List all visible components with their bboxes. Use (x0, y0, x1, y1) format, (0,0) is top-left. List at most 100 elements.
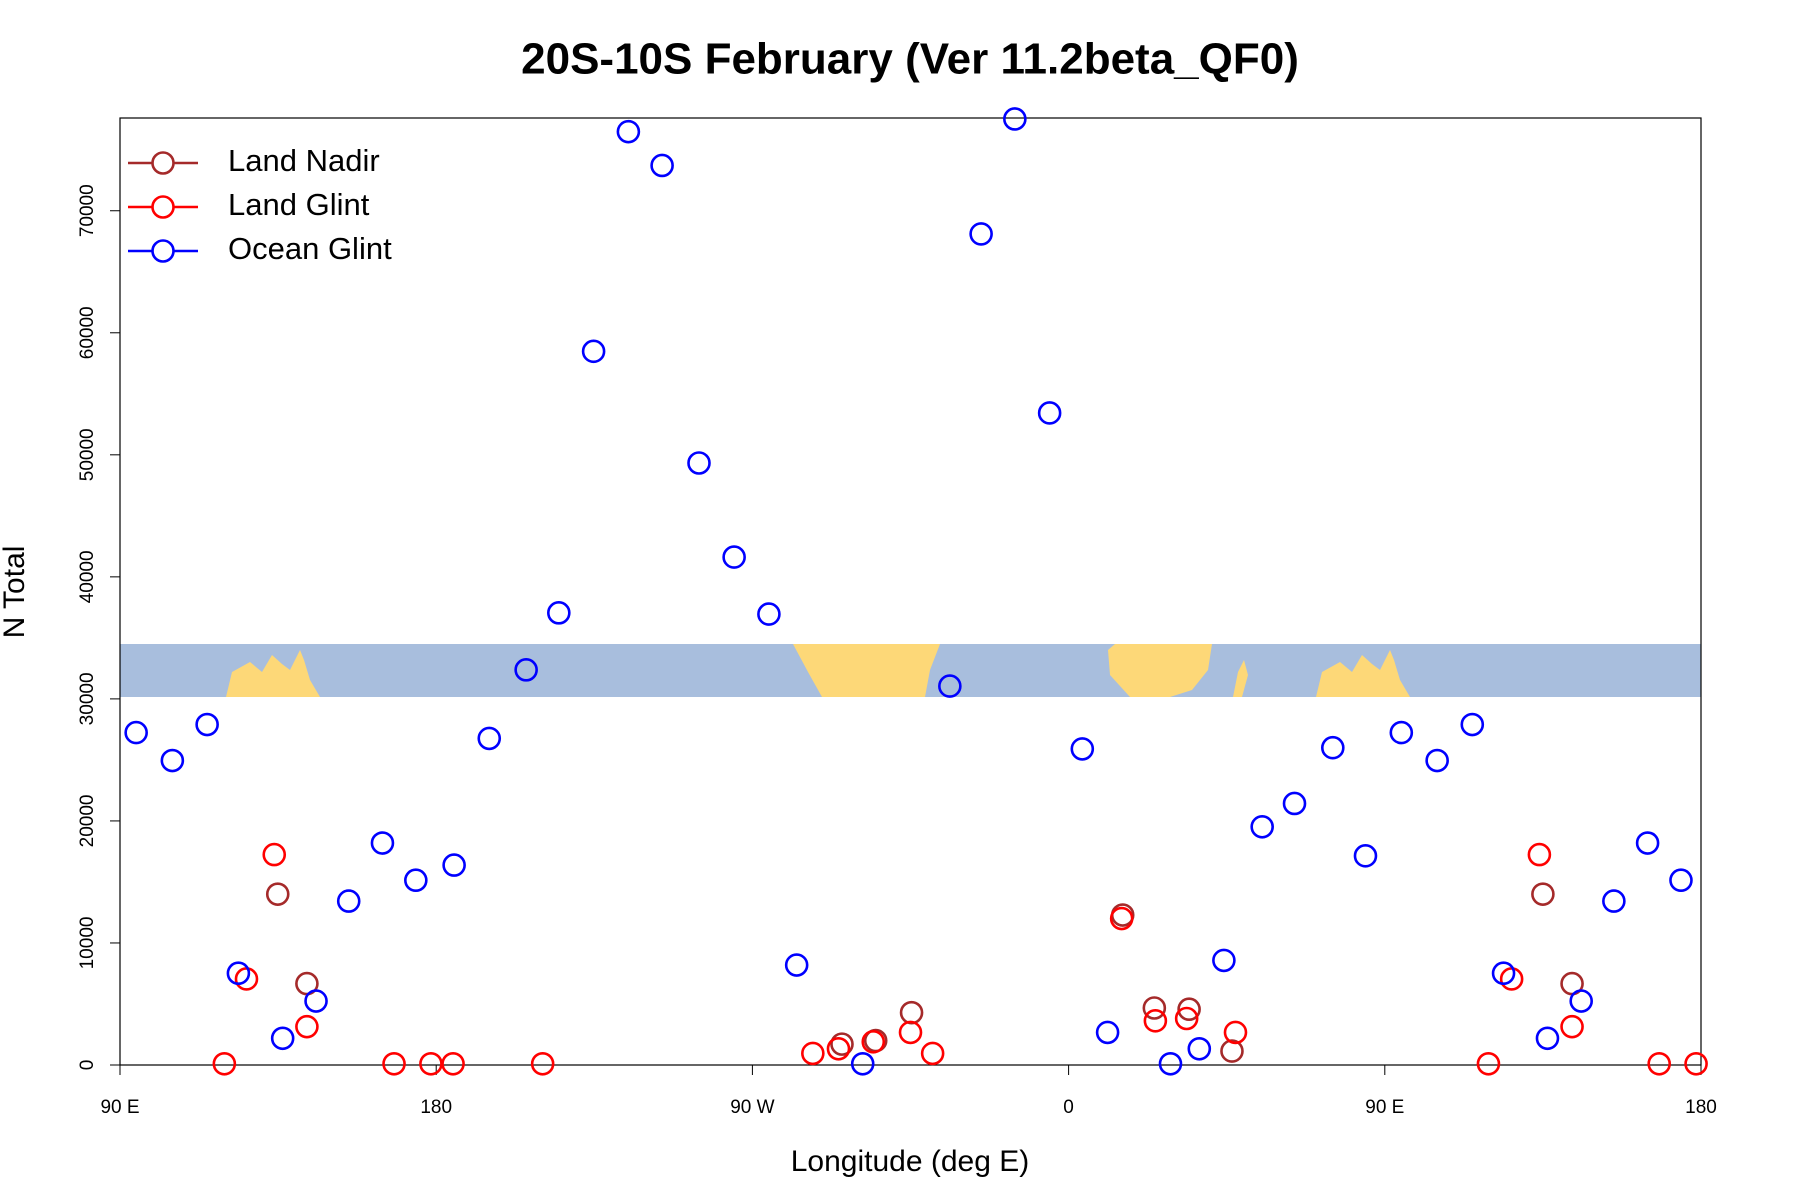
y-tick-label: 60000 (77, 306, 98, 359)
point (477, 726, 502, 751)
point (1491, 961, 1516, 986)
legend-marker (151, 151, 175, 175)
point (1527, 842, 1552, 867)
point (262, 842, 287, 867)
point (1174, 1006, 1199, 1031)
point (1212, 948, 1236, 973)
y-tick-label: 70000 (77, 184, 98, 237)
x-tick-label: 180 (1685, 1097, 1717, 1118)
point (1669, 868, 1693, 893)
point (757, 602, 781, 626)
point (938, 674, 962, 698)
x-tick-label: 180 (420, 1097, 452, 1118)
x-tick-label: 90 W (730, 1097, 774, 1118)
point (861, 1030, 886, 1054)
point (1531, 882, 1555, 906)
point (1250, 814, 1274, 839)
point (547, 601, 571, 625)
point (899, 1000, 924, 1025)
point (1142, 996, 1167, 1020)
y-tick-label: 20000 (77, 795, 98, 848)
point (1425, 748, 1449, 773)
point (1647, 1051, 1671, 1076)
point (530, 1051, 555, 1076)
point (1353, 844, 1378, 868)
point (650, 153, 674, 178)
point (1158, 1051, 1183, 1076)
legend-label: Land Nadir (228, 143, 380, 178)
point (1282, 791, 1307, 816)
point (1476, 1051, 1501, 1076)
x-tick-label: 0 (1063, 1097, 1074, 1118)
point (1602, 889, 1626, 913)
point (1003, 107, 1027, 131)
point (1187, 1036, 1212, 1061)
point (1321, 735, 1345, 760)
legend-label: Ocean Glint (228, 231, 392, 266)
land (1233, 660, 1248, 697)
point (304, 989, 328, 1013)
point (1109, 906, 1134, 931)
y-tick-label: 40000 (77, 550, 98, 603)
chart-title: 20S-10S February (Ver 11.2beta_QF0) (521, 35, 1299, 84)
x-tick-label: 90 E (1365, 1097, 1404, 1118)
legend-label: Land Glint (228, 187, 370, 222)
point (1460, 712, 1485, 737)
point (1070, 737, 1095, 761)
point (382, 1051, 406, 1076)
land (1108, 644, 1212, 697)
point (226, 961, 251, 986)
point (1220, 1039, 1244, 1063)
point (370, 831, 395, 855)
point (514, 658, 538, 682)
plot-frame (119, 117, 1702, 1066)
point (920, 1041, 945, 1066)
point (195, 712, 219, 737)
point (898, 1020, 923, 1045)
point (1037, 401, 1062, 425)
point (1389, 720, 1414, 745)
point (441, 1051, 465, 1076)
point (336, 889, 361, 913)
point (419, 1051, 443, 1076)
point (1143, 1009, 1168, 1033)
point (295, 1014, 319, 1039)
land (226, 650, 320, 697)
point (1569, 989, 1593, 1013)
point (160, 748, 185, 773)
point (270, 1026, 295, 1051)
point (1684, 1051, 1708, 1076)
legend-marker (151, 195, 175, 219)
point (265, 882, 290, 906)
y-tick-label: 10000 (77, 917, 98, 970)
x-tick-label: 90 E (100, 1097, 139, 1118)
point (850, 1051, 875, 1076)
point (212, 1051, 237, 1076)
point (722, 545, 746, 569)
point (1635, 831, 1660, 855)
point (830, 1032, 854, 1056)
map-strip (120, 644, 1701, 697)
y-tick-label: 0 (77, 1060, 98, 1071)
legend-marker (151, 239, 175, 263)
point (581, 339, 606, 364)
point (404, 868, 428, 893)
point (687, 451, 711, 475)
land (793, 644, 940, 697)
point (442, 853, 466, 877)
point (969, 222, 993, 246)
land (1316, 650, 1410, 697)
y-axis-title: N Total (0, 546, 31, 639)
point (1535, 1026, 1560, 1051)
x-axis-title: Longitude (deg E) (791, 1145, 1030, 1178)
point (801, 1041, 825, 1066)
point (784, 953, 809, 977)
point (124, 720, 148, 745)
point (1095, 1020, 1120, 1045)
point (616, 119, 641, 144)
y-tick-label: 50000 (77, 428, 98, 481)
y-tick-label: 30000 (77, 672, 98, 725)
point (1560, 1014, 1584, 1039)
point (1177, 997, 1201, 1022)
